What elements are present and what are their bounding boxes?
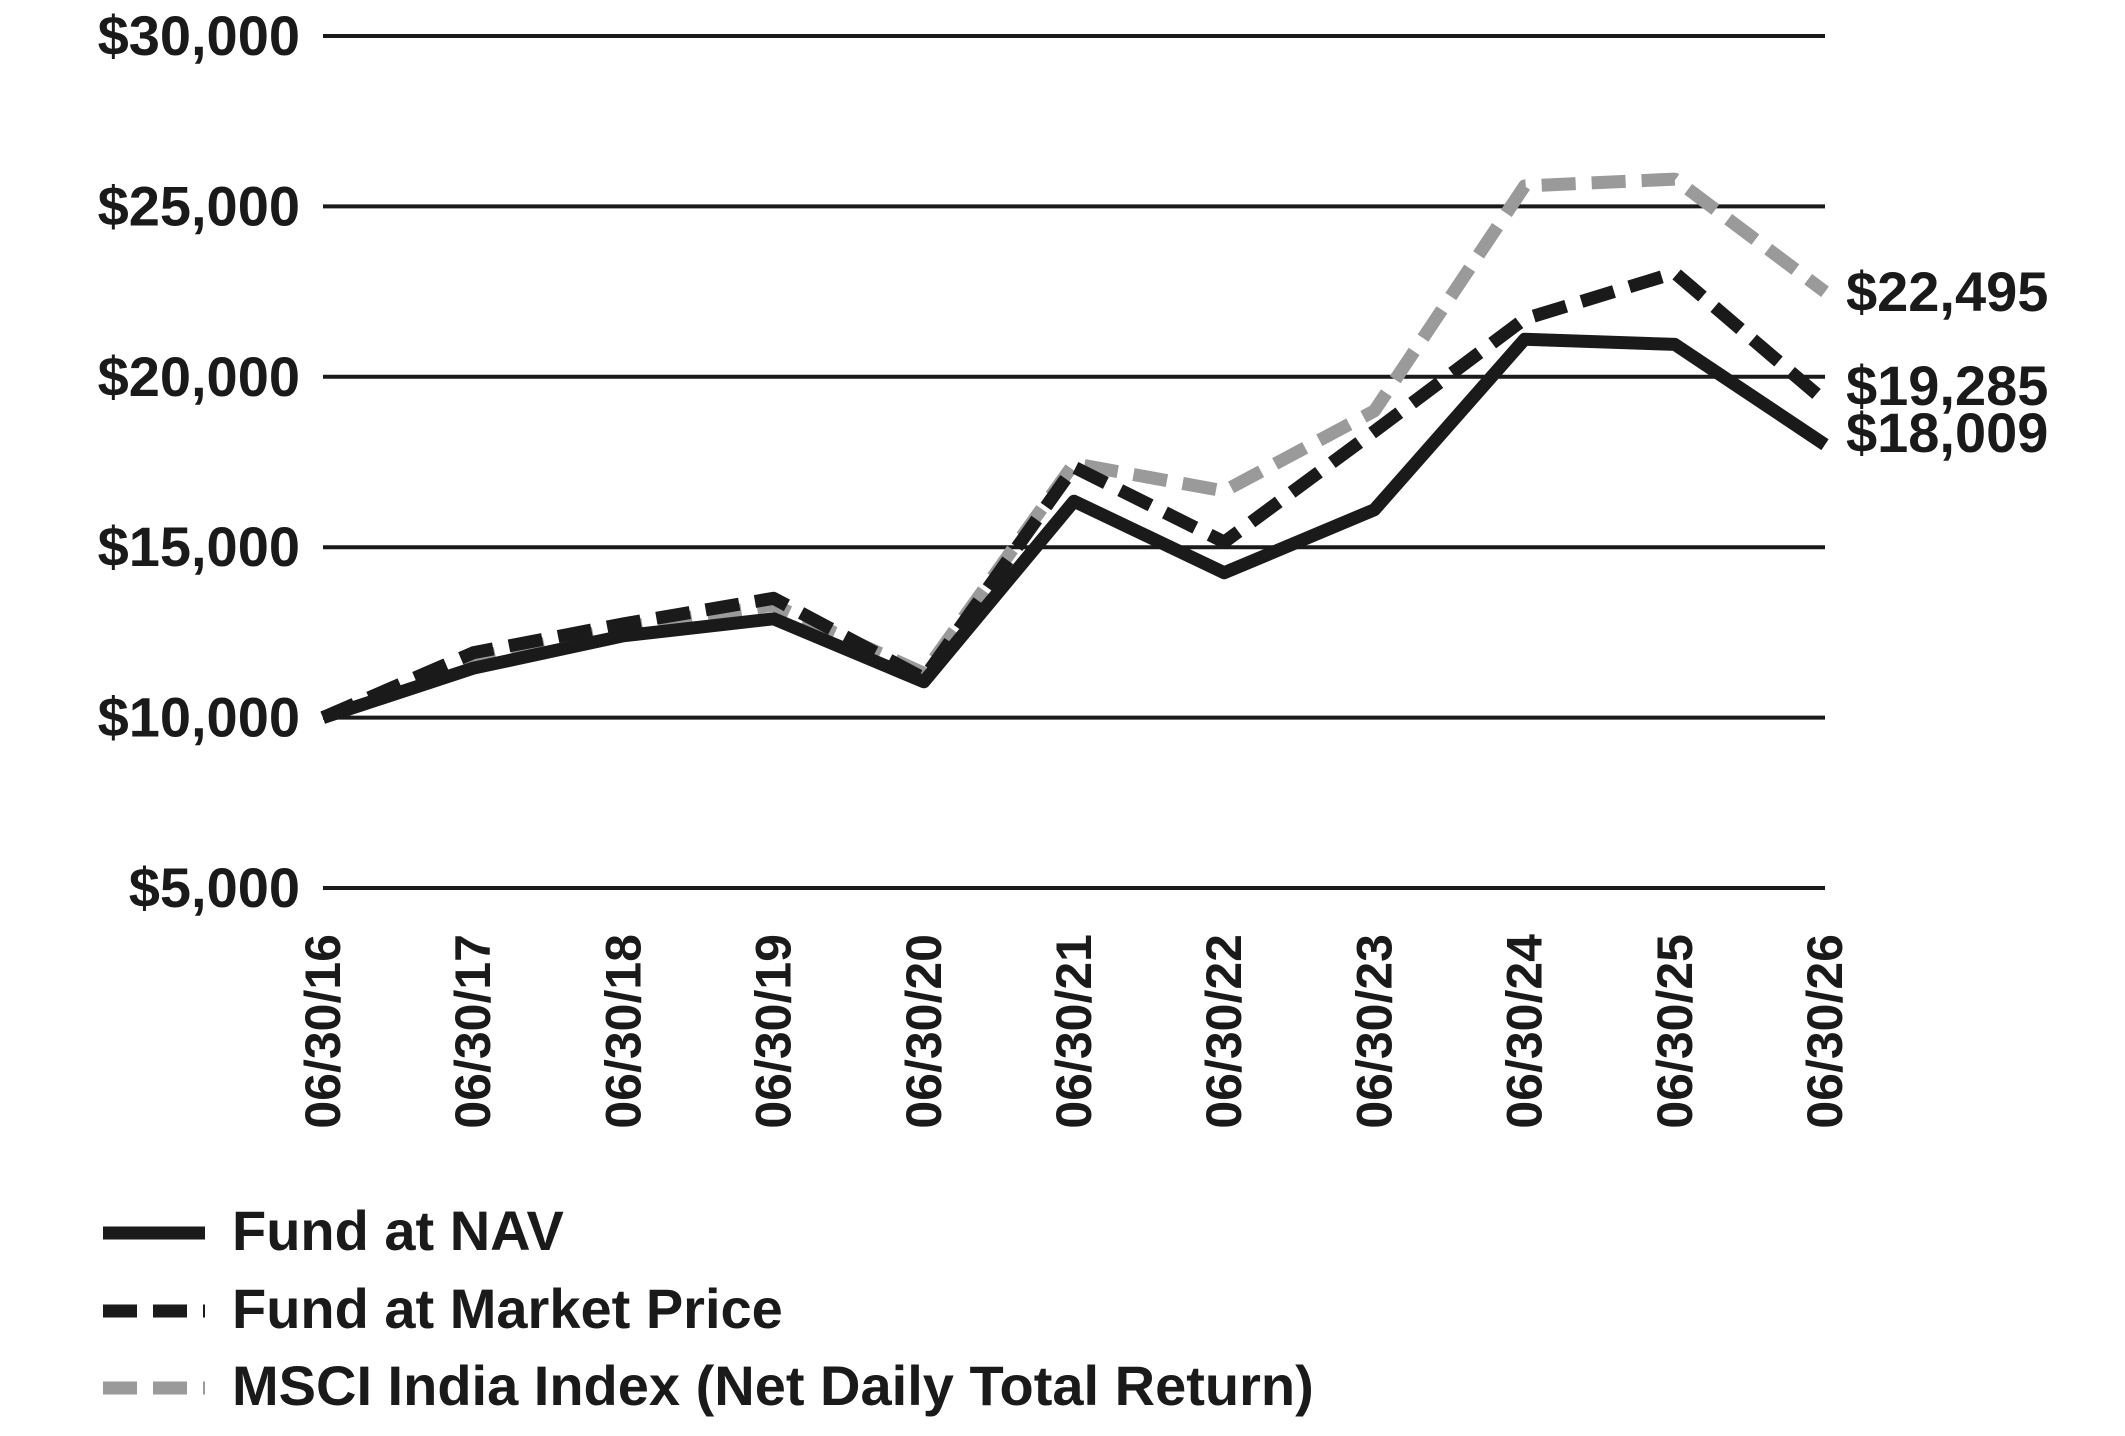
end-label-fund-at-nav: $18,009 <box>1846 401 2048 464</box>
x-tick-label: 06/30/23 <box>1346 934 1402 1129</box>
series-line-fund-at-market-price <box>320 266 1830 724</box>
x-tick-label: 06/30/18 <box>595 934 651 1129</box>
y-tick-label: $5,000 <box>129 856 300 919</box>
x-tick-label: 06/30/24 <box>1497 934 1553 1129</box>
gridlines <box>323 34 1825 890</box>
series-lines <box>320 172 1830 724</box>
x-tick-label: 06/30/21 <box>1046 934 1102 1129</box>
legend-label-fund-at-nav: Fund at NAV <box>232 1199 564 1262</box>
x-axis-ticks: 06/30/16 06/30/17 06/30/18 06/30/19 06/30/20… <box>295 934 1853 1129</box>
series-line-fund-at-nav <box>320 332 1829 724</box>
end-value-labels: $18,009$19,285 $22,495 <box>1846 260 2048 464</box>
legend: Fund at NAV Fund at Market Price MSCI Indi… <box>103 1199 1314 1417</box>
x-tick-label: 06/30/25 <box>1647 934 1703 1129</box>
legend-label-fund-at-market-price: Fund at Market Price <box>232 1277 783 1340</box>
y-tick-label: $25,000 <box>98 174 300 237</box>
y-tick-label: $10,000 <box>98 686 300 749</box>
y-tick-label: $30,000 <box>98 4 300 67</box>
x-tick-label: 06/30/26 <box>1797 934 1853 1129</box>
y-axis-ticks: $5,000 $10,000 $15,000 $20,000 $25,000 $30,00… <box>98 4 300 919</box>
x-tick-label: 06/30/22 <box>1196 934 1252 1129</box>
x-tick-label: 06/30/19 <box>746 934 802 1129</box>
x-tick-label: 06/30/17 <box>445 934 501 1129</box>
y-tick-label: $15,000 <box>98 515 300 578</box>
series-line-msci-india-index <box>320 172 1829 724</box>
legend-label-msci-india-index: MSCI India Index (Net Daily Total Return… <box>232 1354 1314 1417</box>
y-tick-label: $20,000 <box>98 345 300 408</box>
end-label-fund-at-market-price: $19,285 <box>1846 354 2048 417</box>
x-tick-label: 06/30/20 <box>896 934 952 1129</box>
end-label-msci-india-index: $22,495 <box>1846 260 2048 323</box>
x-tick-label: 06/30/16 <box>295 934 351 1129</box>
